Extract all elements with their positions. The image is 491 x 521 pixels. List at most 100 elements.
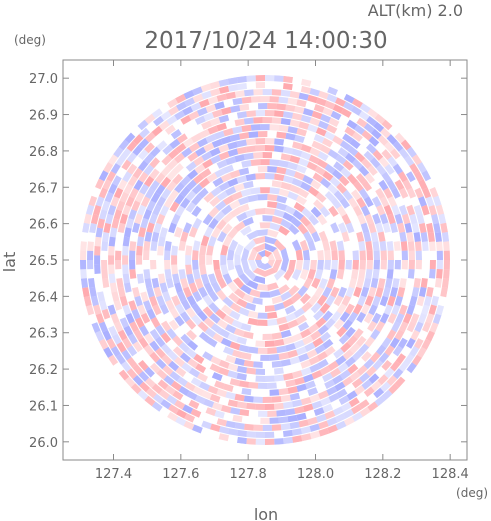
negative-gate (241, 248, 250, 260)
negative-gate (244, 89, 254, 97)
positive-gate (155, 172, 166, 184)
negative-gate (253, 361, 263, 368)
positive-gate (150, 260, 157, 270)
negative-gate (429, 269, 436, 279)
positive-gate (290, 292, 302, 304)
negative-gate (432, 195, 442, 207)
negative-gate (283, 111, 294, 119)
positive-gate (211, 227, 222, 239)
negative-gate (203, 112, 215, 122)
negative-gate (329, 176, 341, 188)
positive-gate (238, 203, 250, 213)
negative-gate (391, 304, 401, 316)
negative-gate (260, 124, 270, 131)
negative-gate (391, 321, 401, 333)
negative-gate (105, 213, 114, 225)
positive-gate (102, 278, 110, 288)
positive-gate (262, 333, 273, 340)
negative-gate (155, 336, 166, 348)
positive-gate (83, 296, 92, 307)
negative-gate (160, 343, 172, 355)
negative-gate (315, 269, 324, 280)
negative-gate (119, 317, 129, 329)
negative-gate (166, 394, 178, 405)
positive-gate (150, 316, 161, 328)
negative-gate (313, 309, 325, 321)
negative-gate (127, 333, 138, 345)
positive-gate (241, 96, 252, 104)
positive-gate (285, 104, 296, 112)
positive-gate (192, 93, 204, 103)
positive-gate (271, 295, 283, 305)
positive-gate (324, 249, 331, 260)
negative-gate (195, 146, 207, 157)
positive-gate (116, 278, 124, 289)
positive-gate (318, 420, 329, 430)
positive-gate (125, 196, 135, 207)
positive-gate (216, 93, 227, 102)
positive-gate (347, 335, 358, 347)
negative-gate (384, 164, 395, 175)
negative-gate (122, 264, 129, 275)
negative-gate (102, 330, 112, 341)
negative-gate (160, 399, 172, 410)
negative-gate (166, 115, 178, 126)
positive-gate (255, 82, 265, 89)
positive-gate (318, 230, 328, 242)
negative-gate (274, 367, 284, 375)
negative-gate (398, 361, 409, 372)
positive-gate (317, 250, 324, 260)
positive-gate (216, 388, 227, 398)
negative-gate (333, 190, 345, 202)
negative-gate (335, 413, 346, 423)
positive-gate (209, 117, 221, 127)
positive-gate (265, 305, 276, 312)
positive-gate (402, 213, 411, 225)
y-tick-label: 26.4 (29, 290, 58, 305)
negative-gate (178, 269, 186, 280)
positive-gate (197, 321, 209, 333)
negative-gate (153, 393, 164, 404)
positive-gate (436, 269, 443, 279)
positive-gate (98, 187, 108, 199)
positive-gate (327, 360, 339, 371)
negative-gate (162, 291, 171, 302)
x-axis-label: lon (254, 505, 278, 521)
positive-gate (315, 127, 327, 137)
positive-gate (414, 187, 424, 199)
positive-gate (149, 362, 161, 374)
positive-gate (144, 113, 156, 125)
negative-gate (418, 313, 427, 324)
positive-gate (336, 303, 347, 315)
negative-gate (324, 260, 331, 271)
positive-gate (265, 403, 275, 410)
positive-gate (94, 246, 101, 256)
positive-gate (276, 131, 287, 139)
positive-gate (367, 108, 379, 119)
positive-gate (306, 222, 317, 235)
positive-gate (236, 401, 247, 409)
negative-gate (382, 222, 391, 233)
positive-gate (218, 433, 229, 442)
positive-gate (356, 278, 365, 289)
positive-gate (126, 357, 137, 368)
negative-gate (211, 138, 223, 148)
negative-gate (208, 218, 219, 230)
x-tick-label: 127.6 (162, 467, 199, 482)
positive-gate (222, 235, 233, 247)
negative-gate (192, 424, 203, 434)
negative-gate (124, 227, 132, 238)
negative-gate (265, 431, 275, 438)
negative-gate (234, 422, 245, 430)
negative-gate (122, 245, 129, 256)
negative-gate (241, 160, 252, 168)
positive-gate (288, 260, 296, 272)
positive-gate (333, 318, 345, 330)
positive-gate (306, 161, 318, 171)
negative-gate (94, 264, 101, 274)
positive-gate (88, 195, 98, 207)
positive-gate (222, 195, 235, 206)
negative-gate (153, 116, 164, 127)
negative-gate (125, 218, 134, 229)
positive-gate (234, 288, 246, 299)
